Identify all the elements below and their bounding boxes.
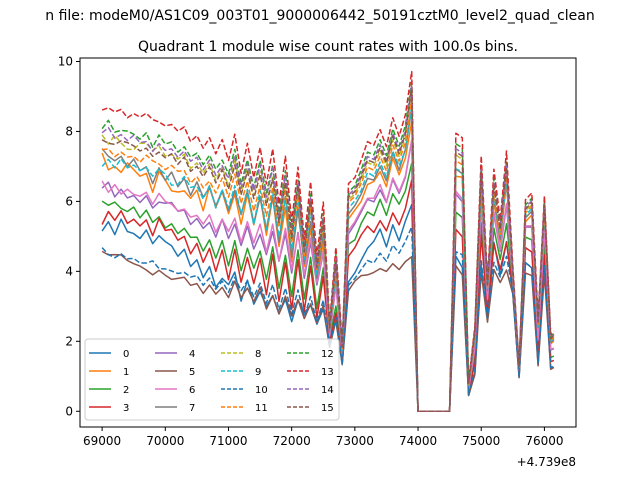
legend-label-11: 11 xyxy=(255,403,268,414)
x-tick-label: 72000 xyxy=(273,434,311,448)
x-offset-label: +4.739e8 xyxy=(517,455,576,469)
x-tick-label: 74000 xyxy=(399,434,437,448)
y-tick-label: 2 xyxy=(65,334,73,348)
legend-label-13: 13 xyxy=(321,367,334,378)
y-tick-label: 4 xyxy=(65,264,73,278)
x-tick-label: 71000 xyxy=(209,434,247,448)
legend-label-2: 2 xyxy=(123,385,129,396)
y-tick-label: 10 xyxy=(58,54,73,68)
figure-suptitle: n file: modeM0/AS1C09_003T01_9000006442_… xyxy=(45,8,594,24)
x-tick-label: 69000 xyxy=(83,434,121,448)
legend-label-15: 15 xyxy=(321,403,334,414)
y-axis: 0 2 4 6 8 10 xyxy=(58,54,80,418)
x-tick-label: 73000 xyxy=(336,434,374,448)
legend-label-1: 1 xyxy=(123,367,129,378)
x-tick-label: 70000 xyxy=(146,434,184,448)
series-line-14 xyxy=(101,84,555,413)
legend-label-14: 14 xyxy=(321,385,334,396)
legend-label-3: 3 xyxy=(123,403,129,414)
legend-label-12: 12 xyxy=(321,349,334,360)
legend-label-0: 0 xyxy=(123,349,129,360)
x-tick-label: 76000 xyxy=(525,434,563,448)
series-line-15 xyxy=(101,88,555,413)
legend-label-7: 7 xyxy=(189,403,195,414)
legend-label-5: 5 xyxy=(189,367,195,378)
x-tick-label: 75000 xyxy=(462,434,500,448)
y-tick-label: 8 xyxy=(65,124,73,138)
legend-label-9: 9 xyxy=(255,367,261,378)
legend-label-4: 4 xyxy=(189,349,195,360)
series-layer xyxy=(101,70,555,413)
legend-box xyxy=(84,338,340,421)
plot-frame xyxy=(79,57,577,428)
y-tick-label: 6 xyxy=(65,194,73,208)
legend-label-10: 10 xyxy=(255,385,268,396)
legend-label-8: 8 xyxy=(255,349,261,360)
y-tick-label: 0 xyxy=(65,404,73,418)
x-axis: 69000 70000 71000 72000 73000 74000 75000 76000 xyxy=(83,427,564,448)
chart-title: Quadrant 1 module wise count rates with … xyxy=(138,39,518,55)
legend-label-6: 6 xyxy=(189,385,195,396)
